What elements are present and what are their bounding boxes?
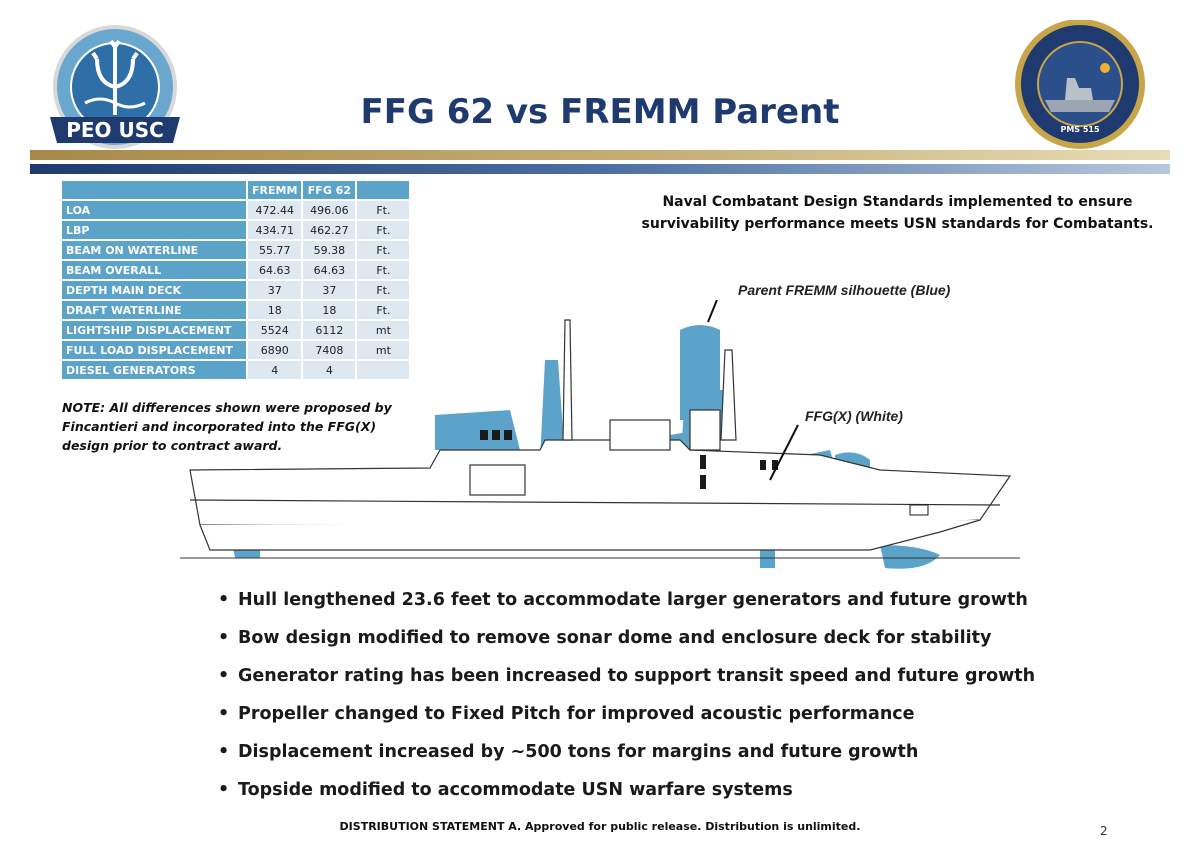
design-standards-text: Naval Combatant Design Standards impleme…	[641, 194, 1154, 232]
unit-value: Ft.	[357, 261, 410, 279]
peo-usc-logo: PEO USC	[50, 25, 180, 149]
table-row: DEPTH MAIN DECK 37 37 Ft.	[62, 281, 410, 299]
table-row: BEAM OVERALL 64.63 64.63 Ft.	[62, 261, 410, 279]
table-header-row: FREMM FFG 62	[62, 181, 410, 199]
fremm-value: 5524	[248, 321, 302, 339]
row-label: LBP	[62, 221, 246, 239]
fremm-value: 64.63	[248, 261, 302, 279]
header-ffg62: FFG 62	[303, 181, 356, 199]
fremm-value: 472.44	[248, 201, 302, 219]
unit-value	[357, 361, 410, 379]
fremm-value: 6890	[248, 341, 302, 359]
unit-value: Ft.	[357, 221, 410, 239]
list-item: • Bow design modified to remove sonar dom…	[218, 628, 992, 648]
page-title: FFG 62 vs FREMM Parent	[360, 92, 840, 132]
ffg62-value: 64.63	[303, 261, 356, 279]
fremm-value: 18	[248, 301, 302, 319]
ffg62-value: 462.27	[303, 221, 356, 239]
fremm-value: 37	[248, 281, 302, 299]
unit-value: Ft.	[357, 241, 410, 259]
ship-detail-marks	[480, 430, 929, 516]
table-row: DRAFT WATERLINE 18 18 Ft.	[62, 301, 410, 319]
row-label: LIGHTSHIP DISPLACEMENT	[62, 321, 246, 339]
list-item: • Generator rating has been increased to …	[218, 666, 1036, 686]
ffg62-value: 6112	[303, 321, 356, 339]
ffgx-white-silhouette	[189, 319, 1012, 551]
ffgx-callout: FFG(X) (White)	[805, 408, 903, 424]
row-label: BEAM ON WATERLINE	[62, 241, 246, 259]
fremm-value: 4	[248, 361, 302, 379]
bullet-text: Propeller changed to Fixed Pitch for imp…	[238, 704, 915, 724]
title-rule-gold	[30, 150, 1170, 160]
header-fremm: FREMM	[248, 181, 302, 199]
unit-value: Ft.	[357, 301, 410, 319]
bullet-text: Topside modified to accommodate USN warf…	[238, 780, 793, 800]
row-label: DEPTH MAIN DECK	[62, 281, 246, 299]
ffg62-value: 37	[303, 281, 356, 299]
table-row: DIESEL GENERATORS 4 4	[62, 361, 410, 379]
header-unit	[357, 181, 410, 199]
design-note: NOTE: All differences shown were propose…	[62, 400, 392, 453]
table-row: LBP 434.71 462.27 Ft.	[62, 221, 410, 239]
svg-text:PMS 515: PMS 515	[1060, 125, 1100, 134]
header-blank	[62, 181, 246, 199]
constellation-class-frigate-seal: PMS 515	[1015, 20, 1145, 149]
bullet-text: Displacement increased by ~500 tons for …	[238, 742, 919, 762]
list-item: • Displacement increased by ~500 tons for…	[218, 742, 919, 762]
list-item: • Propeller changed to Fixed Pitch for im…	[218, 704, 915, 724]
fremm-value: 55.77	[248, 241, 302, 259]
unit-value: Ft.	[357, 201, 410, 219]
row-label: LOA	[62, 201, 246, 219]
row-label: BEAM OVERALL	[62, 261, 246, 279]
unit-value: Ft.	[357, 281, 410, 299]
key-changes-list: • Hull lengthened 23.6 feet to accommodat…	[218, 585, 1035, 813]
ffg62-value: 496.06	[303, 201, 356, 219]
ffg62-value: 59.38	[303, 241, 356, 259]
page-number: 2	[1100, 824, 1108, 838]
svg-text:PEO USC: PEO USC	[66, 118, 164, 142]
row-label: FULL LOAD DISPLACEMENT	[62, 341, 246, 359]
unit-value: mt	[357, 321, 410, 339]
table-row: LOA 472.44 496.06 Ft.	[62, 201, 410, 219]
ffg62-value: 18	[303, 301, 356, 319]
parent-fremm-callout: Parent FREMM silhouette (Blue)	[738, 282, 951, 298]
table-row: LIGHTSHIP DISPLACEMENT 5524 6112 mt	[62, 321, 410, 339]
list-item: • Hull lengthened 23.6 feet to accommodat…	[218, 590, 1028, 610]
unit-value: mt	[357, 341, 410, 359]
bullet-text: Bow design modified to remove sonar dome…	[238, 628, 992, 648]
ffg62-value: 4	[303, 361, 356, 379]
bullet-text: Hull lengthened 23.6 feet to accommodate…	[238, 590, 1028, 610]
fremm-value: 434.71	[248, 221, 302, 239]
row-label: DRAFT WATERLINE	[62, 301, 246, 319]
table-row: FULL LOAD DISPLACEMENT 6890 7408 mt	[62, 341, 410, 359]
ffg62-value: 7408	[303, 341, 356, 359]
ffgx-callout-leader	[769, 424, 799, 481]
distribution-statement: DISTRIBUTION STATEMENT A. Approved for p…	[339, 820, 861, 833]
list-item: • Topside modified to accommodate USN war…	[218, 780, 793, 800]
table-row: BEAM ON WATERLINE 55.77 59.38 Ft.	[62, 241, 410, 259]
parent-callout-leader	[707, 300, 718, 323]
row-label: DIESEL GENERATORS	[62, 361, 246, 379]
title-rule-blue	[30, 164, 1170, 174]
ship-silhouette-diagram	[180, 300, 1020, 569]
bullet-text: Generator rating has been increased to s…	[238, 666, 1036, 686]
spec-comparison-table: FREMM FFG 62 LOA 472.44 496.06 Ft. LBP 4…	[60, 179, 411, 381]
